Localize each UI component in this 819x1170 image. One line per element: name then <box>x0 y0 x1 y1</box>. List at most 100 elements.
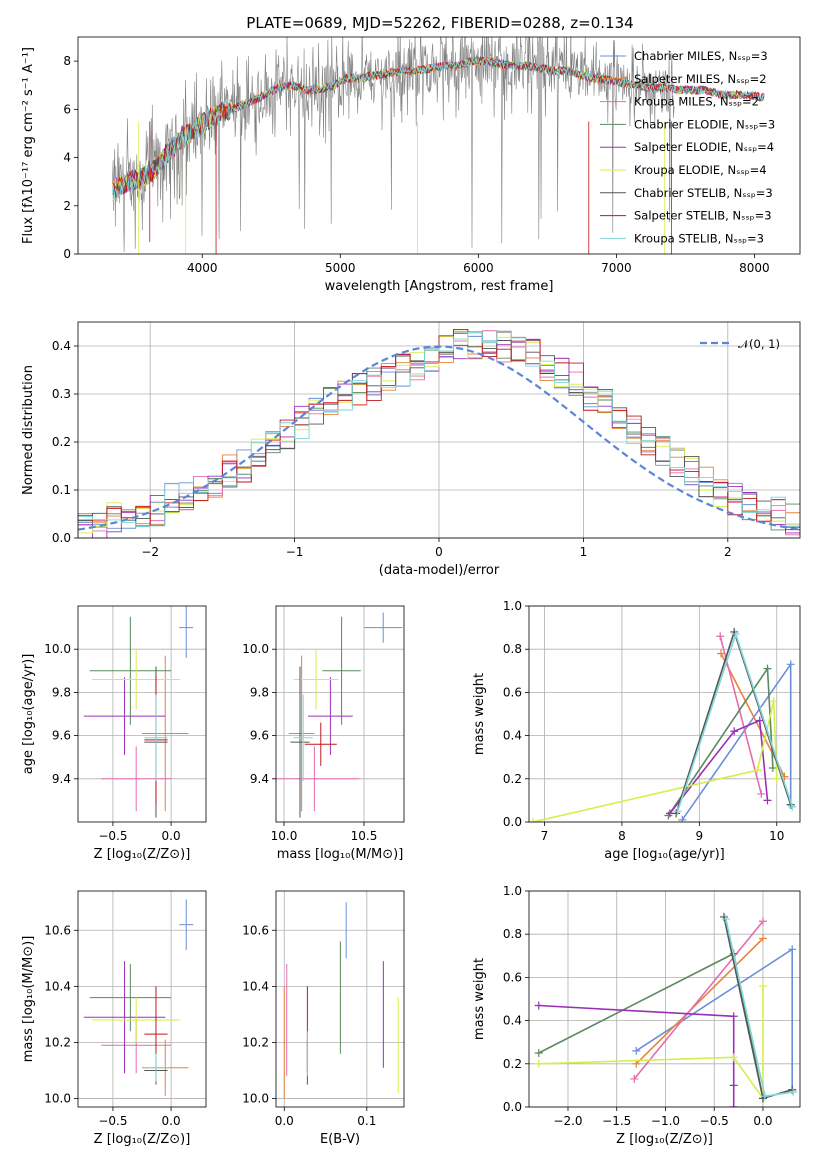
y-tick-label: 0.0 <box>503 815 522 829</box>
weight-point-salpeter_elodie <box>730 727 739 736</box>
weight-line-chabrier_elodie <box>538 952 764 1099</box>
y-axis-label: Normed distribution <box>21 365 36 495</box>
y-tick-label: 0.6 <box>503 685 522 699</box>
legend-entry-salpeter_elodie: Salpeter ELODIE, Nₛₛₚ=4 <box>634 140 774 154</box>
weight-point-kroupa_elodie <box>529 818 537 822</box>
x-tick-label: 10 <box>769 829 784 843</box>
weight-point-chabrier_stelib <box>730 627 739 636</box>
x-tick-label: 8 <box>618 829 626 843</box>
x-tick-label: −0.5 <box>700 1114 729 1128</box>
x-tick-label: 0.0 <box>275 1114 294 1128</box>
y-axis-label: Flux [fλ10⁻¹⁷ erg cm⁻² s⁻¹ A⁻¹] <box>21 47 36 244</box>
x-tick-label: 1 <box>580 545 588 559</box>
x-tick-label: 0 <box>435 545 443 559</box>
weight-point-chabrier_stelib <box>672 809 681 818</box>
legend-entry-kroupa_elodie: Kroupa ELODIE, Nₛₛₚ=4 <box>634 163 767 177</box>
x-tick-label: −1 <box>286 545 304 559</box>
weight-point-kroupa_stelib <box>673 807 682 816</box>
x-tick-label: 10.5 <box>351 829 378 843</box>
histogram-salpeter_stelib <box>78 328 800 538</box>
plot-area-age-weight <box>529 627 797 822</box>
panel-mass-age: 10.0 10.5 9.4 9.6 9.8 10.0 mass [log₁₀(M/M⊙)] <box>242 605 405 862</box>
plot-area-Z-mass <box>83 899 194 1096</box>
x-tick-label: 10.0 <box>271 829 298 843</box>
x-tick-label: 9 <box>696 829 704 843</box>
x-tick-label: 7000 <box>601 261 632 275</box>
weight-point-chabrier_miles <box>786 660 795 669</box>
weight-point-chabrier_elodie <box>534 1049 543 1057</box>
legend-entry-kroupa_miles: Kroupa MILES, Nₛₛₚ=2 <box>634 95 759 109</box>
weight-point-kroupa_elodie <box>534 1059 543 1068</box>
weight-point-salpeter_elodie <box>729 1081 738 1090</box>
weight-point-kroupa_elodie <box>729 1053 738 1062</box>
y-tick-label: 10.4 <box>242 979 269 993</box>
y-tick-label: 0.8 <box>503 642 522 656</box>
panel-Z-weight: −2.0 −1.5 −1.0 −0.5 0.0 0.0 0.2 0.4 0.6 0.8 1.0 Z [… <box>472 884 801 1147</box>
y-tick-label: 0.3 <box>52 387 71 401</box>
x-axis-label: (data-model)/error <box>379 563 500 578</box>
figure-title: PLATE=0689, MJD=52262, FIBERID=0288, z=0… <box>246 14 633 32</box>
y-tick-label: 1.0 <box>503 884 522 898</box>
y-tick-label: 0 <box>63 247 71 261</box>
y-tick-label: 2 <box>63 199 71 213</box>
legend-entry-salpeter_stelib: Salpeter STELIB, Nₛₛₚ=3 <box>634 209 772 223</box>
y-axis-label: age [log₁₀(age/yr)] <box>21 654 36 775</box>
weight-point-kroupa_elodie <box>758 982 767 991</box>
weight-point-kroupa_miles <box>757 789 766 798</box>
y-tick-label: 10.0 <box>242 1092 269 1106</box>
weight-line-kroupa_elodie <box>532 700 778 822</box>
weight-point-salpeter_miles <box>758 934 767 943</box>
weight-line-salpeter_miles <box>720 653 786 777</box>
y-tick-label: 10.6 <box>44 923 71 937</box>
legend-entry-chabrier_stelib: Chabrier STELIB, Nₛₛₚ=3 <box>634 186 773 200</box>
model-spectrum-kroupa_stelib <box>112 56 765 202</box>
axes-frame <box>77 890 207 1108</box>
weight-point-kroupa_stelib <box>760 1092 769 1101</box>
weight-point-kroupa_miles <box>716 632 725 641</box>
y-tick-label: 10.4 <box>44 979 71 993</box>
y-tick-label: 9.6 <box>52 729 71 743</box>
y-tick-label: 10.0 <box>242 642 269 656</box>
weight-line-salpeter_elodie <box>538 1004 735 1107</box>
y-tick-label: 10.2 <box>242 1035 269 1049</box>
x-tick-label: 0.0 <box>162 1114 181 1128</box>
weight-point-chabrier_miles <box>632 1046 641 1055</box>
plot-area-Z-age <box>83 606 194 818</box>
legend-entry-kroupa_stelib: Kroupa STELIB, Nₛₛₚ=3 <box>634 231 764 245</box>
axes-frame <box>77 36 801 255</box>
y-tick-label: 0.8 <box>503 927 522 941</box>
panel-Z-mass: −0.5 0.0 10.0 10.2 10.4 10.6 Z [log₁₀(Z/Z⊙)] ma… <box>21 890 207 1147</box>
x-tick-label: 7 <box>541 829 549 843</box>
legend-entry-chabrier_elodie: Chabrier ELODIE, Nₛₛₚ=3 <box>634 117 775 131</box>
weight-point-kroupa_miles <box>630 1074 639 1083</box>
axes-frame <box>275 890 405 1108</box>
y-tick-label: 0.2 <box>52 435 71 449</box>
y-tick-label: 0.2 <box>503 1057 522 1071</box>
x-tick-label: −2 <box>141 545 159 559</box>
panel-residuals: −2 −1 0 1 2 0.0 0.1 0.2 0.3 0.4 (data-model)/error… <box>21 321 801 578</box>
weight-point-chabrier_elodie <box>763 664 772 673</box>
y-axis-label: mass [log₁₀(M/M⊙)] <box>21 936 36 1063</box>
x-axis-label: Z [log₁₀(Z/Z⊙)] <box>616 1132 713 1147</box>
y-tick-label: 0.0 <box>503 1100 522 1114</box>
y-tick-label: 0.4 <box>503 729 522 743</box>
weight-point-chabrier_miles <box>788 945 797 954</box>
x-axis-label: wavelength [Angstrom, rest frame] <box>325 279 554 294</box>
weight-line-salpeter_miles <box>635 937 764 1065</box>
y-tick-label: 1.0 <box>503 599 522 613</box>
weight-point-salpeter_elodie <box>729 1012 738 1021</box>
y-tick-label: 10.0 <box>44 642 71 656</box>
weight-point-kroupa_stelib <box>731 630 740 639</box>
x-tick-label: −2.0 <box>553 1114 582 1128</box>
x-axis-label: mass [log₁₀(M/M⊙)] <box>277 847 404 862</box>
legend-entry-chabrier_miles: Chabrier MILES, Nₛₛₚ=3 <box>634 49 768 63</box>
y-tick-label: 8 <box>63 54 71 68</box>
weight-point-kroupa_elodie <box>772 774 781 783</box>
y-tick-label: 0.0 <box>52 531 71 545</box>
weight-point-kroupa_stelib <box>789 1087 798 1096</box>
weight-point-kroupa_elodie <box>769 697 778 706</box>
model-spectrum-salpeter_stelib <box>112 56 765 194</box>
weight-point-kroupa_elodie <box>753 766 762 775</box>
x-axis-label: Z [log₁₀(Z/Z⊙)] <box>94 1132 191 1147</box>
